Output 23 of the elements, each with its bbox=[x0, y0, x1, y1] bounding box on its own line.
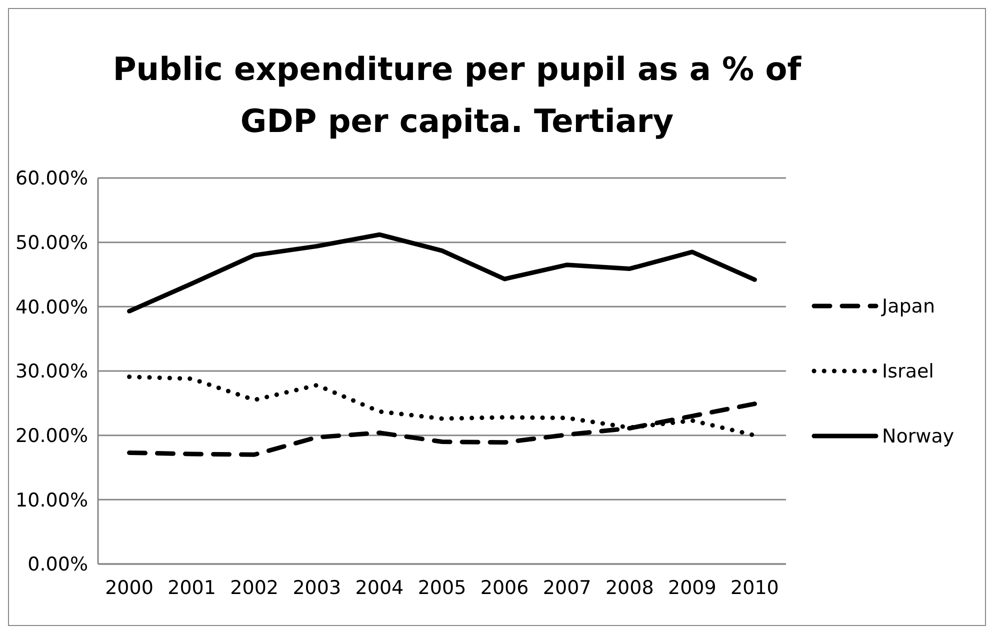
x-tick-label: 2004 bbox=[355, 577, 404, 599]
line-series bbox=[127, 232, 757, 314]
y-tick-label: 10.00% bbox=[16, 489, 88, 512]
x-tick-label: 2005 bbox=[418, 577, 466, 599]
x-tick-label: 2007 bbox=[542, 577, 592, 599]
x-tick-label: 2001 bbox=[168, 577, 216, 599]
y-tick-label: 0.00% bbox=[28, 554, 88, 576]
legend-label: Norway bbox=[882, 426, 954, 448]
x-tick-label: 2008 bbox=[605, 577, 654, 599]
x-tick-label: 2006 bbox=[480, 577, 529, 599]
y-tick-label: 30.00% bbox=[16, 360, 88, 383]
x-tick-label: 2002 bbox=[230, 577, 279, 599]
x-tick-label: 2000 bbox=[105, 577, 154, 599]
y-tick-label: 60.00% bbox=[16, 168, 88, 190]
y-tick-label: 50.00% bbox=[16, 232, 88, 254]
legend-label: Israel bbox=[882, 360, 934, 383]
legend-label: Japan bbox=[881, 296, 935, 318]
chart-title: Public expenditure per pupil as a % of GDP per capita. Tertiary bbox=[112, 50, 802, 140]
y-tick-label: 40.00% bbox=[16, 296, 88, 318]
y-tick-label: 20.00% bbox=[16, 424, 88, 447]
x-tick-label: 2010 bbox=[730, 577, 779, 599]
x-tick-label: 2009 bbox=[668, 577, 716, 599]
x-tick-label: 2003 bbox=[292, 577, 342, 599]
